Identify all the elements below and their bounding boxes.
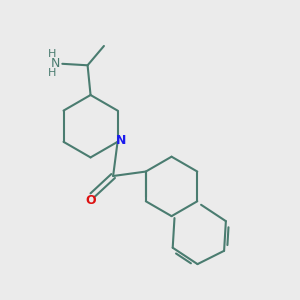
Text: O: O bbox=[85, 194, 96, 207]
Text: N: N bbox=[116, 134, 126, 147]
Text: H: H bbox=[48, 49, 56, 59]
Text: H: H bbox=[48, 68, 56, 78]
Text: N: N bbox=[51, 57, 61, 70]
